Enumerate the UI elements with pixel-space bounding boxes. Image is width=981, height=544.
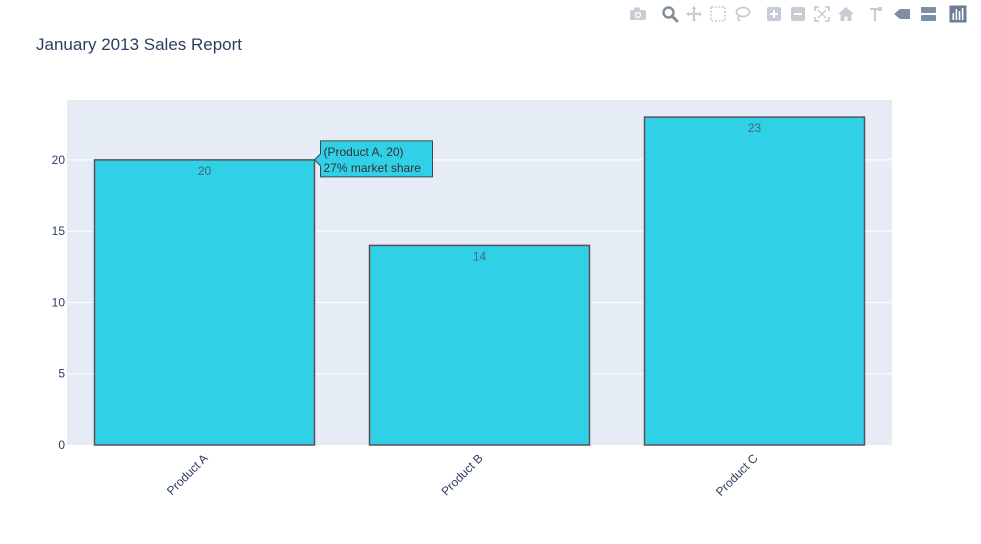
hover-tooltip [313, 140, 433, 178]
spike-lines-button[interactable] [866, 4, 886, 24]
pan-icon [686, 6, 702, 22]
y-tick-label: 15 [52, 224, 66, 238]
plotly-logo-button[interactable] [948, 4, 968, 24]
hover-compare-button[interactable] [918, 4, 938, 24]
y-tick-label: 20 [52, 153, 66, 167]
home-icon [838, 7, 854, 21]
y-tick-label: 0 [58, 438, 65, 452]
plotly-logo-icon [949, 5, 967, 23]
hover-compare-icon [921, 7, 936, 21]
hover-closest-icon [894, 9, 910, 19]
bar[interactable] [643, 116, 866, 446]
zoom-icon [662, 6, 679, 23]
chart-title: January 2013 Sales Report [36, 35, 243, 54]
home-button[interactable] [836, 4, 856, 24]
bar[interactable] [368, 244, 591, 446]
autoscale-icon [814, 6, 830, 22]
camera-button[interactable] [628, 4, 648, 24]
zoom-out-button[interactable] [788, 4, 808, 24]
zoom-out-icon [791, 7, 805, 21]
spike-lines-icon [870, 7, 882, 21]
zoom-in-icon [767, 7, 781, 21]
pan-button[interactable] [684, 4, 704, 24]
data-label: 20 [198, 164, 212, 178]
y-tick-label: 5 [58, 367, 65, 381]
y-tick-label: 10 [52, 295, 66, 309]
x-tick-label: Product B [438, 451, 485, 498]
x-tick-label: Product A [164, 451, 211, 498]
data-label: 14 [473, 249, 487, 263]
lasso-select-icon [735, 6, 751, 22]
x-tick-label: Product C [713, 451, 761, 499]
autoscale-button[interactable] [812, 4, 832, 24]
zoom-button[interactable] [660, 4, 680, 24]
data-label: 23 [748, 121, 762, 135]
hover-closest-button[interactable] [892, 4, 912, 24]
tooltip-line-2: 27% market share [324, 161, 422, 175]
camera-icon [630, 7, 646, 20]
lasso-select-button[interactable] [732, 4, 752, 24]
tooltip-line-1: (Product A, 20) [324, 145, 404, 159]
zoom-in-button[interactable] [764, 4, 784, 24]
bar[interactable] [93, 159, 316, 446]
